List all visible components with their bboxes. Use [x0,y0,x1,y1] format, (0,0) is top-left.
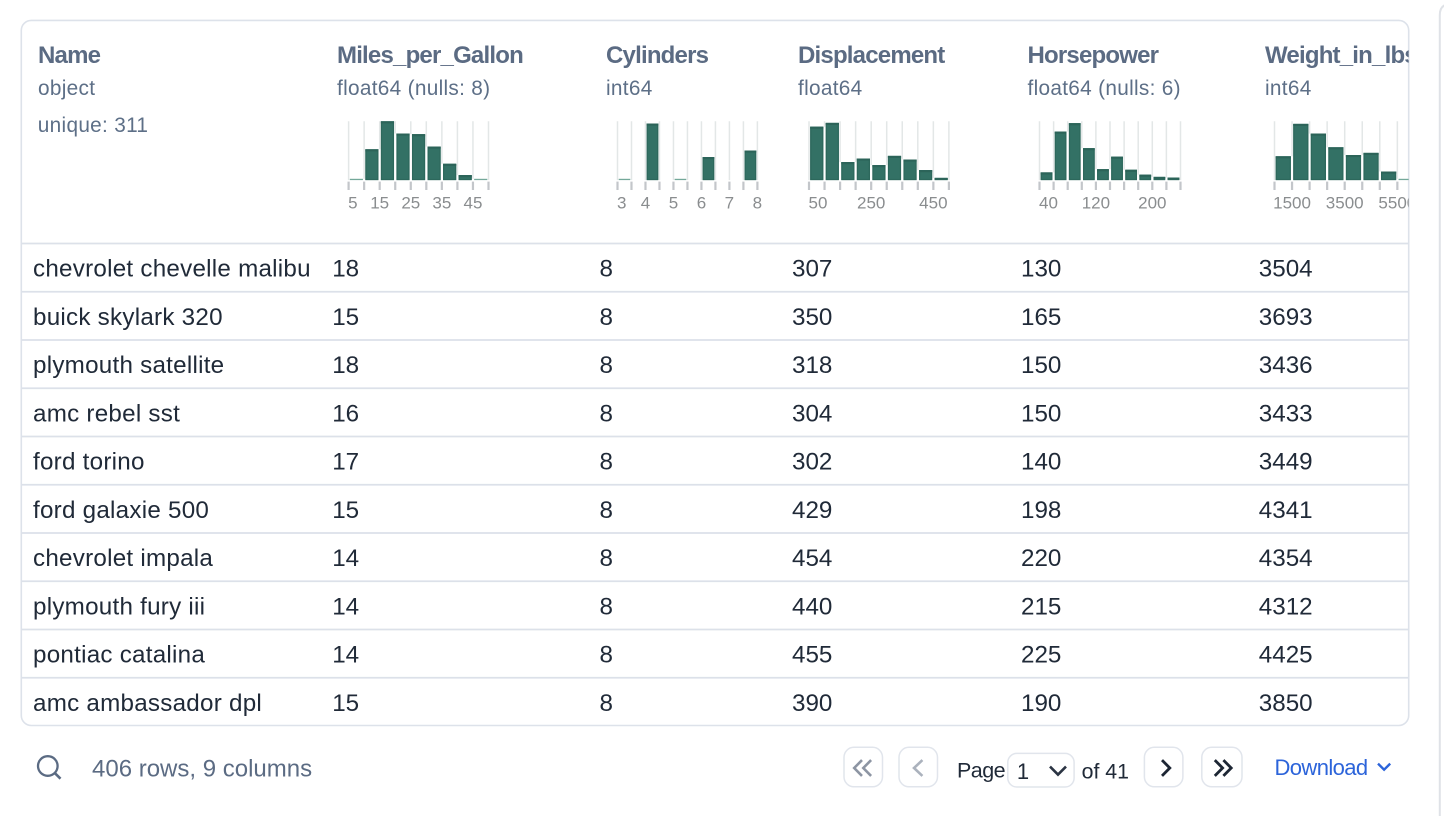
svg-text:3433: 3433 [1259,400,1313,427]
svg-text:4312: 4312 [1259,593,1313,620]
svg-text:35: 35 [432,194,451,213]
svg-text:Weight_in_lbs: Weight_in_lbs [1265,42,1417,69]
svg-text:8: 8 [753,194,762,213]
svg-text:Miles_per_Gallon: Miles_per_Gallon [337,42,523,69]
svg-text:4: 4 [641,194,650,213]
svg-text:440: 440 [792,593,832,620]
svg-text:198: 198 [1021,497,1061,524]
svg-text:25: 25 [401,194,420,213]
svg-text:220: 220 [1021,545,1061,572]
svg-text:18: 18 [332,352,359,379]
svg-text:8: 8 [600,352,613,379]
svg-text:8: 8 [600,642,613,669]
svg-text:40: 40 [1039,194,1058,213]
svg-text:of 41: of 41 [1082,760,1129,784]
svg-text:454: 454 [792,545,832,572]
svg-text:4354: 4354 [1259,545,1313,572]
svg-text:pontiac catalina: pontiac catalina [33,642,205,669]
svg-text:8: 8 [600,545,613,572]
svg-text:8: 8 [600,690,613,717]
svg-text:object: object [38,77,95,100]
svg-text:318: 318 [792,352,832,379]
svg-text:3693: 3693 [1259,304,1313,331]
svg-text:5500: 5500 [1378,194,1416,213]
svg-text:8: 8 [600,304,613,331]
svg-text:429: 429 [792,497,832,524]
svg-text:3: 3 [617,194,626,213]
svg-text:15: 15 [370,194,389,213]
svg-text:130: 130 [1021,256,1061,283]
svg-text:int64: int64 [606,77,653,100]
svg-text:3436: 3436 [1259,352,1313,379]
svg-text:float64 (nulls: 8): float64 (nulls: 8) [337,77,490,100]
svg-text:8: 8 [600,449,613,476]
svg-text:302: 302 [792,449,832,476]
svg-text:plymouth satellite: plymouth satellite [33,352,224,379]
svg-text:15: 15 [332,497,359,524]
svg-text:150: 150 [1021,400,1061,427]
svg-text:14: 14 [332,642,359,669]
svg-text:14: 14 [332,593,359,620]
svg-text:250: 250 [857,194,885,213]
svg-text:18: 18 [332,256,359,283]
svg-text:4341: 4341 [1259,497,1313,524]
svg-text:390: 390 [792,690,832,717]
svg-text:45: 45 [463,194,482,213]
svg-text:chevrolet impala: chevrolet impala [33,545,213,572]
svg-text:15: 15 [332,690,359,717]
svg-text:1: 1 [1017,759,1029,784]
svg-text:5: 5 [348,194,357,213]
svg-text:Download: Download [1275,755,1368,780]
svg-text:406 rows, 9 columns: 406 rows, 9 columns [92,756,312,783]
svg-text:3504: 3504 [1259,256,1313,283]
svg-text:304: 304 [792,400,832,427]
svg-text:ford torino: ford torino [33,449,145,476]
svg-text:1500: 1500 [1273,194,1311,213]
svg-text:150: 150 [1021,352,1061,379]
svg-text:int64: int64 [1265,77,1312,100]
svg-text:215: 215 [1021,593,1061,620]
svg-text:455: 455 [792,642,832,669]
svg-text:8: 8 [600,256,613,283]
svg-text:50: 50 [809,194,828,213]
svg-text:buick skylark 320: buick skylark 320 [33,304,223,331]
svg-text:6: 6 [697,194,706,213]
svg-text:8: 8 [600,400,613,427]
svg-text:ford galaxie 500: ford galaxie 500 [33,497,209,524]
svg-text:unique: 311: unique: 311 [38,114,148,137]
svg-text:Name: Name [38,42,101,69]
svg-text:7: 7 [725,194,734,213]
svg-text:350: 350 [792,304,832,331]
svg-text:3500: 3500 [1326,194,1364,213]
svg-text:3850: 3850 [1259,690,1313,717]
svg-text:3449: 3449 [1259,449,1313,476]
svg-text:8: 8 [600,593,613,620]
svg-text:140: 140 [1021,449,1061,476]
svg-text:16: 16 [332,400,359,427]
svg-text:amc rebel sst: amc rebel sst [33,400,180,427]
svg-text:Displacement: Displacement [798,42,945,69]
svg-text:200: 200 [1138,194,1166,213]
svg-text:float64: float64 [798,77,863,100]
svg-text:165: 165 [1021,304,1061,331]
svg-text:float64 (nulls: 6): float64 (nulls: 6) [1028,77,1181,100]
svg-text:225: 225 [1021,642,1061,669]
svg-text:Page: Page [957,759,1005,783]
svg-text:8: 8 [600,497,613,524]
svg-text:14: 14 [332,545,359,572]
svg-text:190: 190 [1021,690,1061,717]
svg-text:15: 15 [332,304,359,331]
svg-text:4425: 4425 [1259,642,1313,669]
svg-text:chevrolet chevelle malibu: chevrolet chevelle malibu [33,256,311,283]
svg-text:Horsepower: Horsepower [1028,42,1159,69]
svg-text:17: 17 [332,449,359,476]
svg-text:plymouth fury iii: plymouth fury iii [33,593,205,620]
svg-text:120: 120 [1082,194,1110,213]
svg-text:amc ambassador dpl: amc ambassador dpl [33,690,262,717]
svg-text:450: 450 [919,194,947,213]
svg-text:307: 307 [792,256,832,283]
svg-text:5: 5 [669,194,678,213]
svg-text:Cylinders: Cylinders [606,42,709,69]
